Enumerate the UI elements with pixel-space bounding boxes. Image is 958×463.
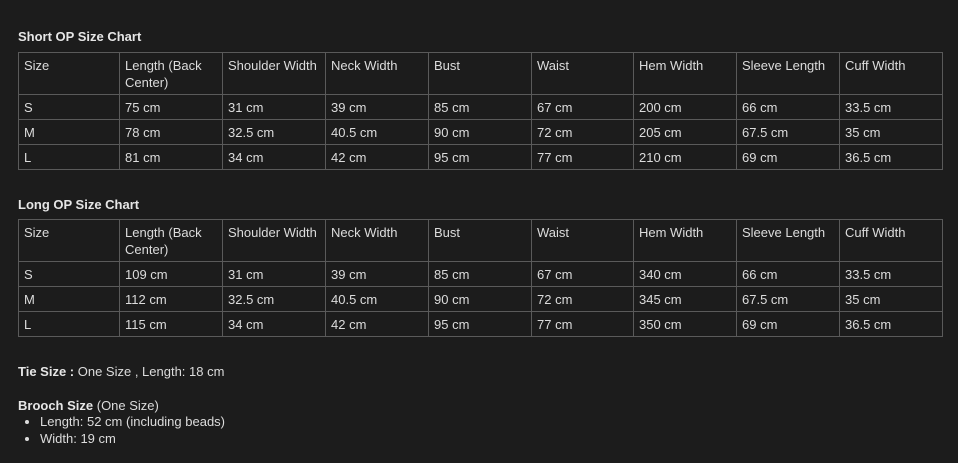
table-cell: 78 cm <box>119 119 223 145</box>
table-cell: 66 cm <box>736 94 840 120</box>
header-row: Size Length (Back Center) Shoulder Width Ne… <box>18 219 943 262</box>
table-cell: 75 cm <box>119 94 223 120</box>
table-cell: 115 cm <box>119 311 223 337</box>
column-header: Length (Back Center) <box>119 52 223 95</box>
column-header: Waist <box>531 52 634 95</box>
table-cell: 69 cm <box>736 311 840 337</box>
table-cell: 72 cm <box>531 119 634 145</box>
table-cell: 39 cm <box>325 94 429 120</box>
table-cell: 200 cm <box>633 94 737 120</box>
table-cell: 36.5 cm <box>839 144 943 170</box>
table-cell: 32.5 cm <box>222 286 326 312</box>
table-cell: 95 cm <box>428 311 532 337</box>
table-cell: S <box>18 261 120 287</box>
brooch-size-list: Length: 52 cm (including beads) Width: 1… <box>22 413 225 447</box>
table-row: M 112 cm 32.5 cm 40.5 cm 90 cm 72 cm 345 cm 67.… <box>18 286 943 312</box>
table-cell: 34 cm <box>222 144 326 170</box>
table-cell: 77 cm <box>531 144 634 170</box>
tie-size-label: Tie Size : <box>18 364 75 379</box>
table-cell: 85 cm <box>428 94 532 120</box>
column-header: Sleeve Length <box>736 219 840 262</box>
table-cell: 77 cm <box>531 311 634 337</box>
column-header: Length (Back Center) <box>119 219 223 262</box>
table-cell: 33.5 cm <box>839 94 943 120</box>
column-header: Size <box>18 219 120 262</box>
table-cell: 31 cm <box>222 261 326 287</box>
table-cell: 35 cm <box>839 286 943 312</box>
table-cell: 81 cm <box>119 144 223 170</box>
table-cell: 67 cm <box>531 261 634 287</box>
header-row: Size Length (Back Center) Shoulder Width Ne… <box>18 52 943 95</box>
table-cell: 90 cm <box>428 286 532 312</box>
tie-size-line: Tie Size : One Size , Length: 18 cm <box>18 363 224 380</box>
table-cell: 109 cm <box>119 261 223 287</box>
list-item: Width: 19 cm <box>40 430 225 447</box>
table-cell: 66 cm <box>736 261 840 287</box>
table-cell: 36.5 cm <box>839 311 943 337</box>
table-cell: 42 cm <box>325 144 429 170</box>
table-cell: M <box>18 286 120 312</box>
column-header: Shoulder Width <box>222 219 326 262</box>
column-header: Neck Width <box>325 52 429 95</box>
table-cell: L <box>18 144 120 170</box>
table-row: L 81 cm 34 cm 42 cm 95 cm 77 cm 210 cm 69 cm 36.… <box>18 144 943 170</box>
column-header: Hem Width <box>633 52 737 95</box>
brooch-size-line: Brooch Size (One Size) <box>18 397 159 414</box>
short-op-title: Short OP Size Chart <box>18 29 142 44</box>
table-cell: 33.5 cm <box>839 261 943 287</box>
long-op-title: Long OP Size Chart <box>18 197 140 212</box>
table-cell: 42 cm <box>325 311 429 337</box>
table-row: L 115 cm 34 cm 42 cm 95 cm 77 cm 350 cm 69 cm 36… <box>18 311 943 337</box>
table-cell: 95 cm <box>428 144 532 170</box>
brooch-size-note: (One Size) <box>93 398 159 413</box>
column-header: Size <box>18 52 120 95</box>
table-cell: 67 cm <box>531 94 634 120</box>
column-header: Cuff Width <box>839 219 943 262</box>
table-cell: 85 cm <box>428 261 532 287</box>
column-header: Bust <box>428 52 532 95</box>
table-cell: 210 cm <box>633 144 737 170</box>
tie-size-value: One Size , Length: 18 cm <box>74 364 225 379</box>
table-cell: 72 cm <box>531 286 634 312</box>
table-cell: 69 cm <box>736 144 840 170</box>
long-op-size-table: Size Length (Back Center) Shoulder Width Ne… <box>18 219 943 337</box>
table-cell: 32.5 cm <box>222 119 326 145</box>
column-header: Waist <box>531 219 634 262</box>
column-header: Shoulder Width <box>222 52 326 95</box>
column-header: Bust <box>428 219 532 262</box>
table-cell: 31 cm <box>222 94 326 120</box>
table-cell: 40.5 cm <box>325 119 429 145</box>
table-cell: 205 cm <box>633 119 737 145</box>
column-header: Cuff Width <box>839 52 943 95</box>
short-op-size-table: Size Length (Back Center) Shoulder Width Ne… <box>18 52 943 170</box>
table-cell: 40.5 cm <box>325 286 429 312</box>
table-cell: 350 cm <box>633 311 737 337</box>
brooch-size-label: Brooch Size <box>18 398 94 413</box>
table-cell: 90 cm <box>428 119 532 145</box>
table-cell: 112 cm <box>119 286 223 312</box>
table-row: M 78 cm 32.5 cm 40.5 cm 90 cm 72 cm 205 cm 67.5… <box>18 119 943 145</box>
column-header: Neck Width <box>325 219 429 262</box>
table-cell: 340 cm <box>633 261 737 287</box>
table-cell: M <box>18 119 120 145</box>
table-cell: 39 cm <box>325 261 429 287</box>
list-item: Length: 52 cm (including beads) <box>40 413 225 430</box>
table-cell: 67.5 cm <box>736 286 840 312</box>
table-cell: L <box>18 311 120 337</box>
table-cell: 345 cm <box>633 286 737 312</box>
table-cell: 34 cm <box>222 311 326 337</box>
table-cell: 67.5 cm <box>736 119 840 145</box>
table-cell: S <box>18 94 120 120</box>
table-row: S 75 cm 31 cm 39 cm 85 cm 67 cm 200 cm 66 cm 33.… <box>18 94 943 120</box>
table-row: S 109 cm 31 cm 39 cm 85 cm 67 cm 340 cm 66 cm 33… <box>18 261 943 287</box>
column-header: Sleeve Length <box>736 52 840 95</box>
column-header: Hem Width <box>633 219 737 262</box>
table-cell: 35 cm <box>839 119 943 145</box>
